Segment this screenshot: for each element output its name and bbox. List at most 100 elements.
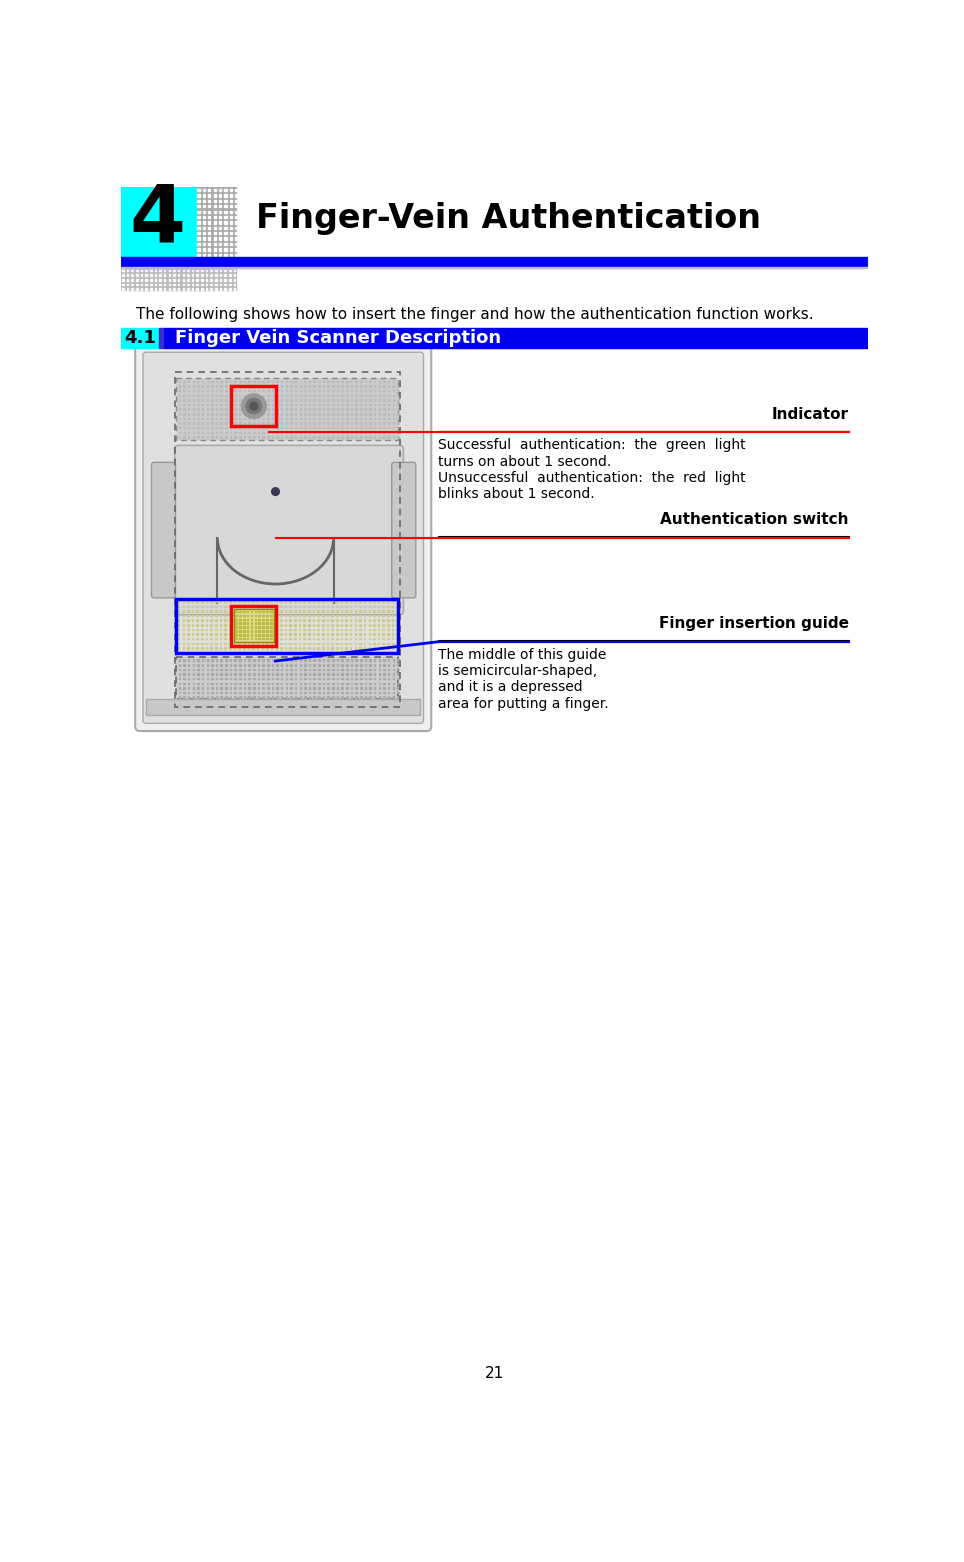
Bar (229, 194, 232, 197)
Bar (208, 216, 210, 219)
Bar (219, 194, 222, 197)
Text: 21: 21 (485, 1365, 503, 1381)
Text: Indicator: Indicator (772, 406, 849, 422)
Bar (208, 248, 210, 250)
Bar (202, 237, 205, 241)
Bar (208, 194, 210, 197)
Bar (225, 233, 227, 234)
Bar (229, 242, 232, 245)
FancyBboxPatch shape (391, 462, 415, 598)
Bar (225, 226, 227, 230)
Bar (225, 200, 227, 201)
Bar (219, 226, 222, 230)
Bar (198, 200, 200, 201)
Bar (208, 211, 210, 212)
Bar (208, 205, 210, 208)
Bar (213, 248, 216, 250)
Bar (229, 253, 232, 256)
Bar (202, 194, 205, 197)
Bar (229, 226, 232, 230)
Bar (196, 187, 236, 256)
Bar (229, 216, 232, 219)
Bar (213, 211, 216, 212)
Bar (208, 237, 210, 241)
Bar (208, 222, 210, 223)
Bar (229, 233, 232, 234)
Bar (219, 248, 222, 250)
Bar (235, 237, 237, 241)
Bar (225, 216, 227, 219)
Bar (213, 226, 216, 230)
Bar (213, 194, 216, 197)
Bar (198, 189, 200, 191)
Bar (235, 189, 237, 191)
Bar (202, 205, 205, 208)
Bar (219, 253, 222, 256)
Circle shape (250, 403, 257, 409)
Bar (219, 200, 222, 201)
Text: The middle of this guide
is semicircular-shaped,
and it is a depressed
area for : The middle of this guide is semicircular… (439, 648, 609, 711)
Bar (235, 233, 237, 234)
Bar (225, 205, 227, 208)
Bar (229, 189, 232, 191)
FancyBboxPatch shape (135, 345, 431, 731)
Bar (208, 200, 210, 201)
Bar (219, 242, 222, 245)
Bar (202, 189, 205, 191)
Text: 4.1: 4.1 (124, 330, 156, 347)
Text: Finger-Vein Authentication: Finger-Vein Authentication (256, 201, 762, 234)
Bar (225, 253, 227, 256)
Bar (208, 233, 210, 234)
Bar (213, 189, 216, 191)
Bar (229, 248, 232, 250)
Bar (198, 211, 200, 212)
Bar (208, 226, 210, 230)
Bar (176, 600, 398, 653)
Bar (176, 378, 398, 440)
Bar (198, 194, 200, 197)
FancyBboxPatch shape (174, 445, 403, 615)
Bar (225, 194, 227, 197)
Bar (213, 200, 216, 201)
Circle shape (246, 398, 261, 414)
Bar (231, 606, 277, 645)
Bar (176, 658, 398, 700)
Bar (120, 328, 159, 348)
Bar (202, 248, 205, 250)
Bar (235, 226, 237, 230)
Bar (213, 242, 216, 245)
Bar (198, 233, 200, 234)
Bar (229, 222, 232, 223)
Text: Finger Vein Scanner Description: Finger Vein Scanner Description (174, 330, 501, 347)
FancyBboxPatch shape (143, 351, 423, 723)
Bar (219, 233, 222, 234)
Bar (198, 226, 200, 230)
Bar (213, 205, 216, 208)
Bar (174, 372, 399, 708)
Bar (225, 242, 227, 245)
Bar (202, 226, 205, 230)
Bar (219, 216, 222, 219)
Bar (213, 233, 216, 234)
Bar (202, 211, 205, 212)
Bar (229, 237, 232, 241)
Bar (235, 222, 237, 223)
Bar (235, 242, 237, 245)
Bar (235, 248, 237, 250)
Bar (202, 216, 205, 219)
Bar (235, 216, 237, 219)
Text: Authentication switch: Authentication switch (660, 512, 849, 526)
Bar (198, 237, 200, 241)
Bar (219, 205, 222, 208)
Bar (120, 187, 196, 256)
Bar (198, 216, 200, 219)
FancyBboxPatch shape (151, 462, 175, 598)
Bar (219, 189, 222, 191)
Circle shape (272, 487, 280, 495)
Circle shape (241, 394, 266, 419)
Bar (225, 222, 227, 223)
Bar (213, 253, 216, 256)
Bar (198, 222, 200, 223)
Bar (213, 237, 216, 241)
Bar (120, 256, 868, 267)
